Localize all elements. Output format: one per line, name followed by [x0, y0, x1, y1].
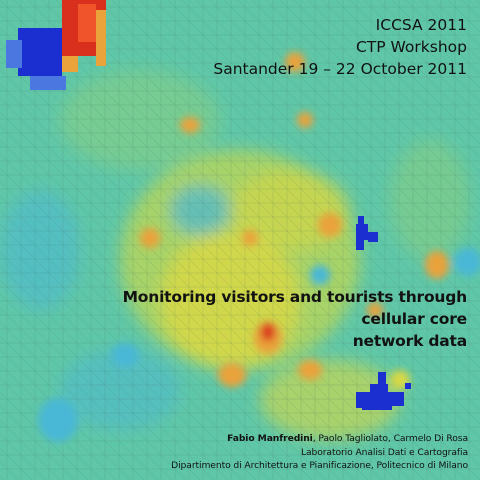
- presentation-title: Monitoring visitors and tourists through…: [97, 286, 468, 352]
- title-line-2: network data: [352, 332, 467, 350]
- hotspots: [38, 52, 480, 442]
- conference-info: ICCSA 2011 CTP Workshop Santander 19 – 2…: [213, 14, 467, 80]
- conference-date: Santander 19 – 22 October 2011: [213, 60, 467, 78]
- lead-author: Fabio Manfredini: [227, 433, 313, 444]
- blue-cluster-bottom: [356, 372, 411, 410]
- blue-cluster-center: [356, 216, 378, 250]
- conference-name: ICCSA 2011: [375, 16, 467, 34]
- authors: Fabio Manfredini, Paolo Tagliolato, Carm…: [138, 432, 468, 446]
- department-name: Dipartimento di Architettura e Pianifica…: [171, 460, 468, 471]
- credits: Fabio Manfredini, Paolo Tagliolato, Carm…: [138, 432, 468, 473]
- workshop-name: CTP Workshop: [355, 38, 467, 56]
- top-left-cluster: [6, 0, 106, 90]
- coauthors: , Paolo Tagliolato, Carmelo Di Rosa: [312, 433, 468, 444]
- lab-name: Laboratorio Analisi Dati e Cartografia: [300, 446, 468, 458]
- title-line-1: Monitoring visitors and tourists through…: [122, 288, 468, 328]
